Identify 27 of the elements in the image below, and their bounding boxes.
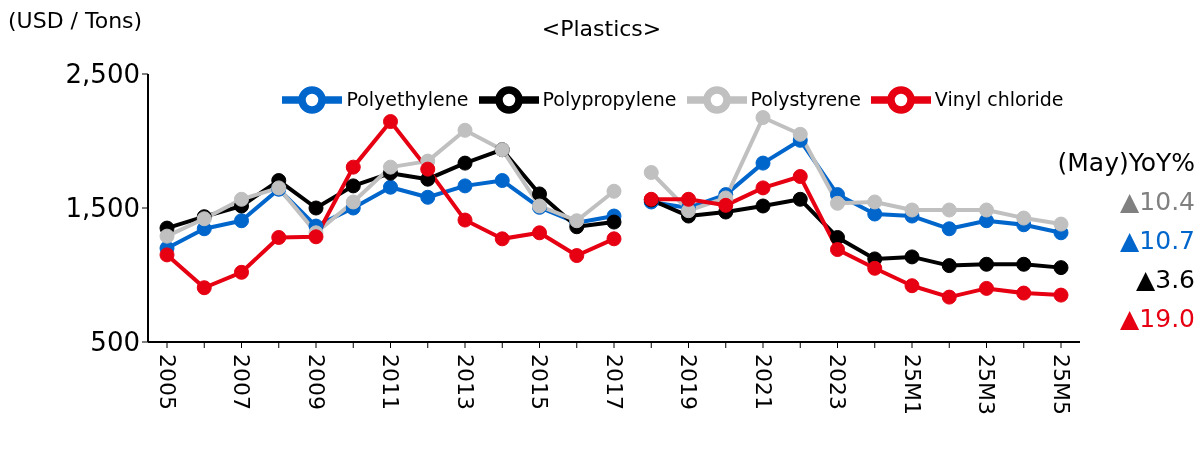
- legend-label: Polypropylene: [542, 87, 677, 110]
- x-tick-label: 2023: [825, 354, 850, 410]
- y-tick-label: 500: [90, 327, 140, 358]
- text: ▲19.0: [1120, 304, 1195, 333]
- y-tick-label: 1,500: [65, 193, 140, 224]
- text: ▲10.7: [1120, 226, 1195, 255]
- annotation: (May)YoY%: [1057, 148, 1195, 177]
- legend-label: Vinyl chloride: [934, 87, 1064, 110]
- x-tick-label: 25M3: [974, 354, 999, 415]
- y-axis-title: (USD / Tons): [8, 8, 143, 33]
- text: ▲3.6: [1136, 265, 1195, 294]
- x-tick-label: 2011: [378, 354, 403, 410]
- y-tick-label: 2,500: [65, 59, 140, 90]
- x-tick-label: 2007: [229, 354, 254, 410]
- x-tick-label: 2017: [601, 354, 627, 410]
- x-tick-label: 2005: [154, 354, 180, 410]
- x-tick-label: 25M1: [899, 354, 925, 415]
- x-tick-label: 2019: [676, 354, 701, 410]
- legend-label: Polystyrene: [750, 87, 861, 110]
- legend-label: Polyethylene: [346, 87, 469, 110]
- x-tick-label: 25M5: [1048, 354, 1074, 415]
- chart-title: <Plastics>: [541, 16, 662, 41]
- x-tick-label: 2013: [452, 354, 478, 410]
- x-tick-label: 2021: [750, 354, 776, 410]
- x-tick-label: 2009: [303, 354, 329, 410]
- x-tick-label: 2015: [527, 354, 552, 410]
- text: ▲10.4: [1120, 187, 1195, 216]
